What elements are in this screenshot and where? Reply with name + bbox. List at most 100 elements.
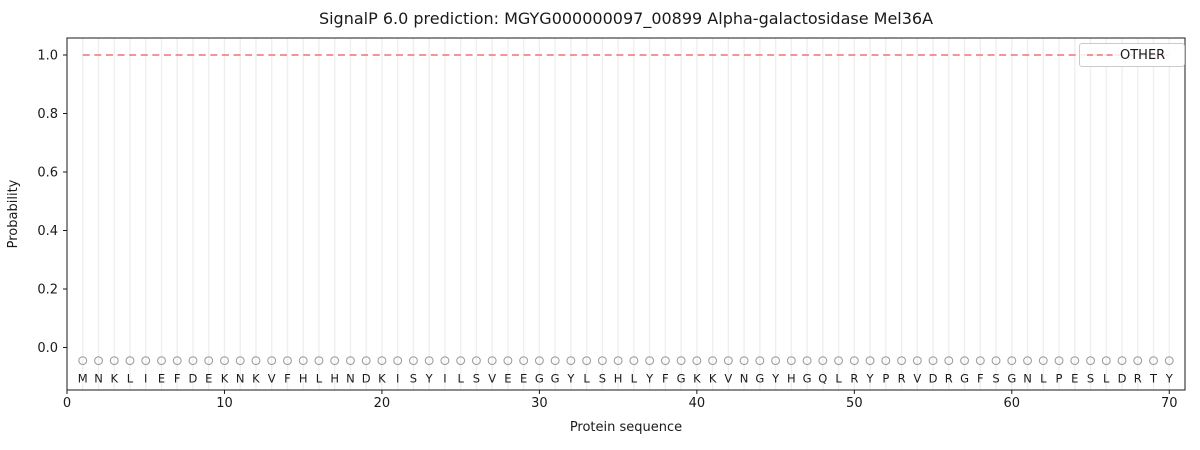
residue-marker (503, 356, 513, 366)
residue-marker (220, 356, 229, 366)
residue-letter: S (599, 371, 606, 385)
residue-letter: S (473, 371, 480, 385)
residue-marker (912, 356, 922, 366)
residue-letter: I (144, 371, 147, 385)
residue-marker (456, 356, 466, 366)
residue-marker (408, 356, 418, 366)
residue-marker (771, 356, 781, 366)
residue-letter: E (504, 371, 511, 385)
residue-letter: L (316, 371, 323, 385)
y-tick-label: 0.8 (37, 107, 58, 122)
residue-letter: G (960, 371, 969, 385)
residue-marker (471, 356, 481, 366)
residue-marker (487, 356, 497, 366)
residue-letter: Y (425, 371, 434, 385)
residue-letter: Y (771, 371, 780, 385)
x-tick-label: 40 (689, 396, 706, 411)
residue-letter: K (378, 371, 386, 385)
residue-marker (267, 356, 277, 366)
residue-letter: D (189, 371, 198, 385)
residue-marker (109, 356, 119, 366)
residue-marker (424, 356, 434, 366)
residue-marker (1133, 356, 1143, 366)
residue-marker (928, 356, 938, 366)
residue-marker (204, 356, 214, 366)
residue-letter: E (205, 371, 212, 385)
residue-marker (897, 356, 907, 366)
residue-letter: I (443, 371, 446, 385)
residue-marker (519, 356, 529, 366)
residue-marker (235, 356, 245, 366)
x-tick-label: 30 (531, 396, 548, 411)
residue-marker (1007, 356, 1017, 366)
residue-marker (613, 356, 623, 366)
residue-marker (1117, 356, 1127, 366)
residue-letter: F (284, 371, 291, 385)
residue-letter: N (236, 371, 245, 385)
residue-marker (944, 356, 954, 366)
residue-letter: D (929, 371, 938, 385)
x-tick-label: 50 (846, 396, 863, 411)
residue-marker (393, 356, 403, 366)
residue-letter: L (1040, 371, 1047, 385)
residue-letter: H (330, 371, 339, 385)
residue-marker (172, 356, 182, 366)
residue-marker (1086, 356, 1095, 366)
residue-letter: G (755, 371, 764, 385)
residue-marker (440, 356, 450, 366)
residue-marker (676, 356, 686, 366)
residue-letter: V (724, 371, 732, 385)
residue-letter: L (457, 371, 464, 385)
residue-letter: L (583, 371, 590, 385)
residue-letter: V (488, 371, 496, 385)
y-tick-label: 0.6 (37, 166, 58, 181)
residue-marker (786, 356, 796, 366)
residue-letter: V (268, 371, 276, 385)
legend-dashed-line-icon (1087, 54, 1113, 56)
chart-title: SignalP 6.0 prediction: MGYG000000097_00… (319, 9, 933, 29)
residue-marker (1164, 356, 1174, 366)
residue-letter: R (1134, 371, 1142, 385)
residue-letter: D (1118, 371, 1127, 385)
residue-marker (566, 356, 576, 366)
residue-letter: G (677, 371, 686, 385)
residue-marker (834, 356, 844, 366)
y-axis-label: Probability (6, 179, 21, 248)
residue-letter: Y (566, 371, 575, 385)
residue-marker (141, 356, 151, 366)
residue-letter: V (913, 371, 921, 385)
residue-marker (660, 356, 670, 366)
residue-marker (1038, 356, 1048, 366)
residue-marker (708, 356, 718, 366)
residue-letter: T (1149, 371, 1158, 385)
residue-marker (1023, 356, 1032, 366)
residue-letter: K (252, 371, 260, 385)
residue-marker (723, 356, 733, 366)
residue-letter: L (631, 371, 638, 385)
y-tick-label: 0.0 (37, 341, 58, 356)
y-tick-label: 0.4 (37, 224, 58, 239)
y-tick-label: 1.0 (37, 49, 58, 64)
residue-letter: K (110, 371, 118, 385)
residue-letter: S (410, 371, 417, 385)
residue-letter: F (977, 371, 984, 385)
residue-letter: G (551, 371, 560, 385)
residue-marker (157, 356, 166, 366)
residue-letter: N (94, 371, 103, 385)
residue-marker (298, 356, 308, 366)
residue-marker (597, 356, 607, 366)
residue-marker (692, 356, 702, 366)
residue-letter: N (740, 371, 749, 385)
x-axis-label: Protein sequence (570, 420, 682, 435)
residue-marker (377, 356, 387, 366)
residue-letter: E (1071, 371, 1078, 385)
legend-entry-label: OTHER (1120, 47, 1166, 63)
residue-marker (755, 356, 765, 366)
residue-marker (960, 356, 969, 366)
residue-marker (1054, 356, 1064, 366)
residue-letter: R (945, 371, 953, 385)
residue-letter: E (158, 371, 165, 385)
residue-letter: R (850, 371, 858, 385)
